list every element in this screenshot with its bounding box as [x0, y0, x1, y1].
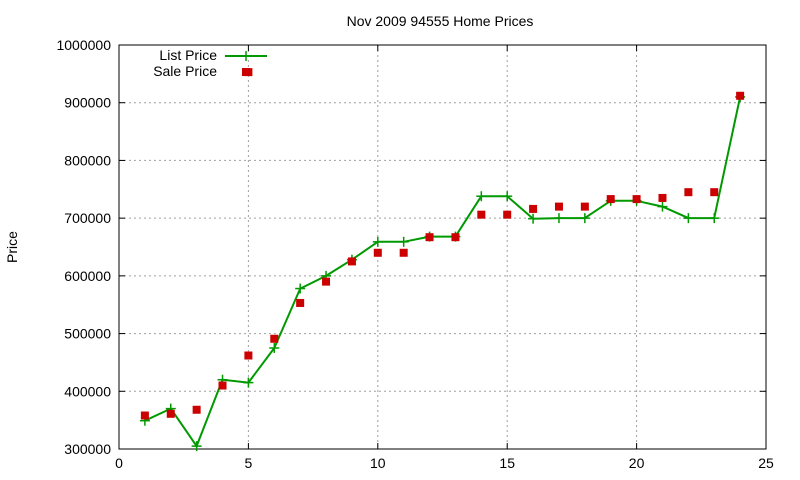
legend-marker-sale-price — [242, 68, 250, 76]
legend-marker-list-price — [241, 51, 251, 61]
list-price-point — [553, 213, 564, 224]
x-tick-label: 10 — [370, 455, 386, 471]
list-price-point — [372, 236, 383, 247]
list-price-point — [502, 191, 513, 202]
axis-ticks: 0 5 10 15 20 25 300000 400000 500000 600000 700000… — [56, 37, 774, 471]
sale-price-point — [373, 248, 382, 257]
sale-price-point — [270, 334, 279, 343]
list-price-point — [528, 213, 539, 224]
sale-price-point — [736, 91, 745, 100]
sale-price-point — [451, 233, 460, 242]
list-price-point — [683, 213, 694, 224]
list-price-point — [295, 283, 306, 294]
y-tick-label: 800000 — [64, 152, 111, 168]
sale-price-point — [192, 405, 201, 414]
chart-title: Nov 2009 94555 Home Prices — [347, 13, 534, 29]
sale-price-point — [218, 381, 227, 390]
sale-price-point — [658, 193, 667, 202]
legend-label-sale-price: Sale Price — [153, 63, 217, 79]
y-tick-label: 1000000 — [56, 37, 111, 53]
sale-price-point — [710, 188, 719, 197]
list-price-point — [243, 377, 254, 388]
list-price-point — [398, 236, 409, 247]
x-tick-label: 0 — [115, 455, 123, 471]
sale-price-point — [296, 298, 305, 307]
y-tick-label: 700000 — [64, 210, 111, 226]
sale-price-point — [632, 195, 641, 204]
sale-price-point — [477, 210, 486, 219]
sale-price-point — [529, 204, 538, 213]
plot-frame — [118, 44, 767, 450]
x-tick-label: 15 — [499, 455, 515, 471]
sale-price-point — [347, 257, 356, 266]
sale-price-point — [166, 409, 175, 418]
sale-price-point — [684, 188, 693, 197]
sale-price-point — [580, 202, 589, 211]
y-tick-label: 300000 — [64, 441, 111, 457]
y-tick-label: 400000 — [64, 383, 111, 399]
list-price-point — [269, 343, 280, 353]
sale-price-point — [554, 202, 563, 211]
sale-price-point — [244, 351, 253, 360]
list-price-point — [579, 213, 590, 224]
y-tick-label: 500000 — [64, 326, 111, 342]
list-price-point — [191, 441, 202, 452]
sale-price-point — [503, 210, 512, 219]
x-tick-label: 5 — [245, 455, 253, 471]
y-tick-label: 600000 — [64, 268, 111, 284]
sale-price-point — [140, 411, 149, 420]
sale-price-point — [606, 195, 615, 204]
list-price-point — [476, 191, 487, 202]
legend-label-list-price: List Price — [159, 47, 217, 63]
list-price-point — [709, 213, 720, 224]
y-tick-label: 900000 — [64, 95, 111, 111]
legend: List Price Sale Price — [153, 47, 267, 79]
list-price-point — [657, 201, 668, 212]
y-axis-label: Price — [4, 231, 20, 263]
x-tick-label: 20 — [629, 455, 645, 471]
x-tick-label: 25 — [758, 455, 774, 471]
sale-price-point — [399, 248, 408, 257]
sale-price-point — [322, 277, 331, 286]
sale-price-point — [425, 233, 434, 242]
